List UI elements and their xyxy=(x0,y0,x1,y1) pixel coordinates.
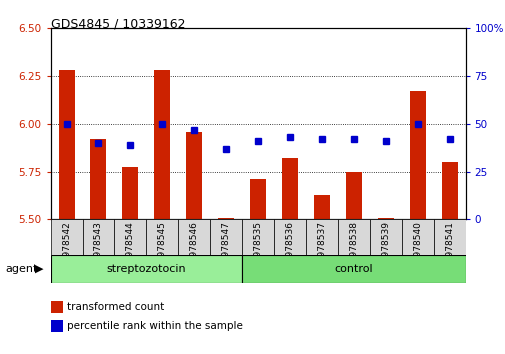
Text: GSM978537: GSM978537 xyxy=(317,221,326,276)
Bar xyxy=(409,91,425,219)
Text: GSM978536: GSM978536 xyxy=(285,221,294,276)
Text: GSM978535: GSM978535 xyxy=(253,221,262,276)
Text: GDS4845 / 10339162: GDS4845 / 10339162 xyxy=(50,18,185,31)
FancyBboxPatch shape xyxy=(337,219,369,255)
Text: GSM978543: GSM978543 xyxy=(94,221,103,276)
FancyBboxPatch shape xyxy=(274,219,306,255)
Bar xyxy=(345,172,361,219)
FancyBboxPatch shape xyxy=(82,219,114,255)
Text: GSM978540: GSM978540 xyxy=(412,221,421,276)
Bar xyxy=(281,158,297,219)
Text: ▶: ▶ xyxy=(35,264,44,274)
Text: GSM978547: GSM978547 xyxy=(221,221,230,276)
FancyBboxPatch shape xyxy=(241,219,274,255)
FancyBboxPatch shape xyxy=(114,219,146,255)
FancyBboxPatch shape xyxy=(401,219,433,255)
Text: control: control xyxy=(334,264,372,274)
FancyBboxPatch shape xyxy=(50,255,241,283)
Text: GSM978544: GSM978544 xyxy=(126,221,135,276)
FancyBboxPatch shape xyxy=(369,219,401,255)
Bar xyxy=(154,70,170,219)
Bar xyxy=(313,195,329,219)
Bar xyxy=(249,179,266,219)
Bar xyxy=(90,139,106,219)
FancyBboxPatch shape xyxy=(306,219,337,255)
Text: GSM978545: GSM978545 xyxy=(158,221,167,276)
Bar xyxy=(441,162,457,219)
Text: streptozotocin: streptozotocin xyxy=(107,264,186,274)
Text: percentile rank within the sample: percentile rank within the sample xyxy=(67,321,242,331)
FancyBboxPatch shape xyxy=(50,219,82,255)
Bar xyxy=(122,167,138,219)
Text: GSM978538: GSM978538 xyxy=(348,221,358,276)
FancyBboxPatch shape xyxy=(178,219,210,255)
Bar xyxy=(186,132,202,219)
Text: GSM978546: GSM978546 xyxy=(189,221,198,276)
FancyBboxPatch shape xyxy=(241,255,465,283)
FancyBboxPatch shape xyxy=(433,219,465,255)
FancyBboxPatch shape xyxy=(146,219,178,255)
FancyBboxPatch shape xyxy=(210,219,241,255)
Bar xyxy=(218,218,234,219)
Text: GSM978539: GSM978539 xyxy=(380,221,389,276)
Text: GSM978542: GSM978542 xyxy=(62,221,71,276)
Text: agent: agent xyxy=(5,264,37,274)
Text: GSM978541: GSM978541 xyxy=(444,221,453,276)
Bar xyxy=(377,218,393,219)
Bar xyxy=(59,70,74,219)
Text: transformed count: transformed count xyxy=(67,302,164,312)
